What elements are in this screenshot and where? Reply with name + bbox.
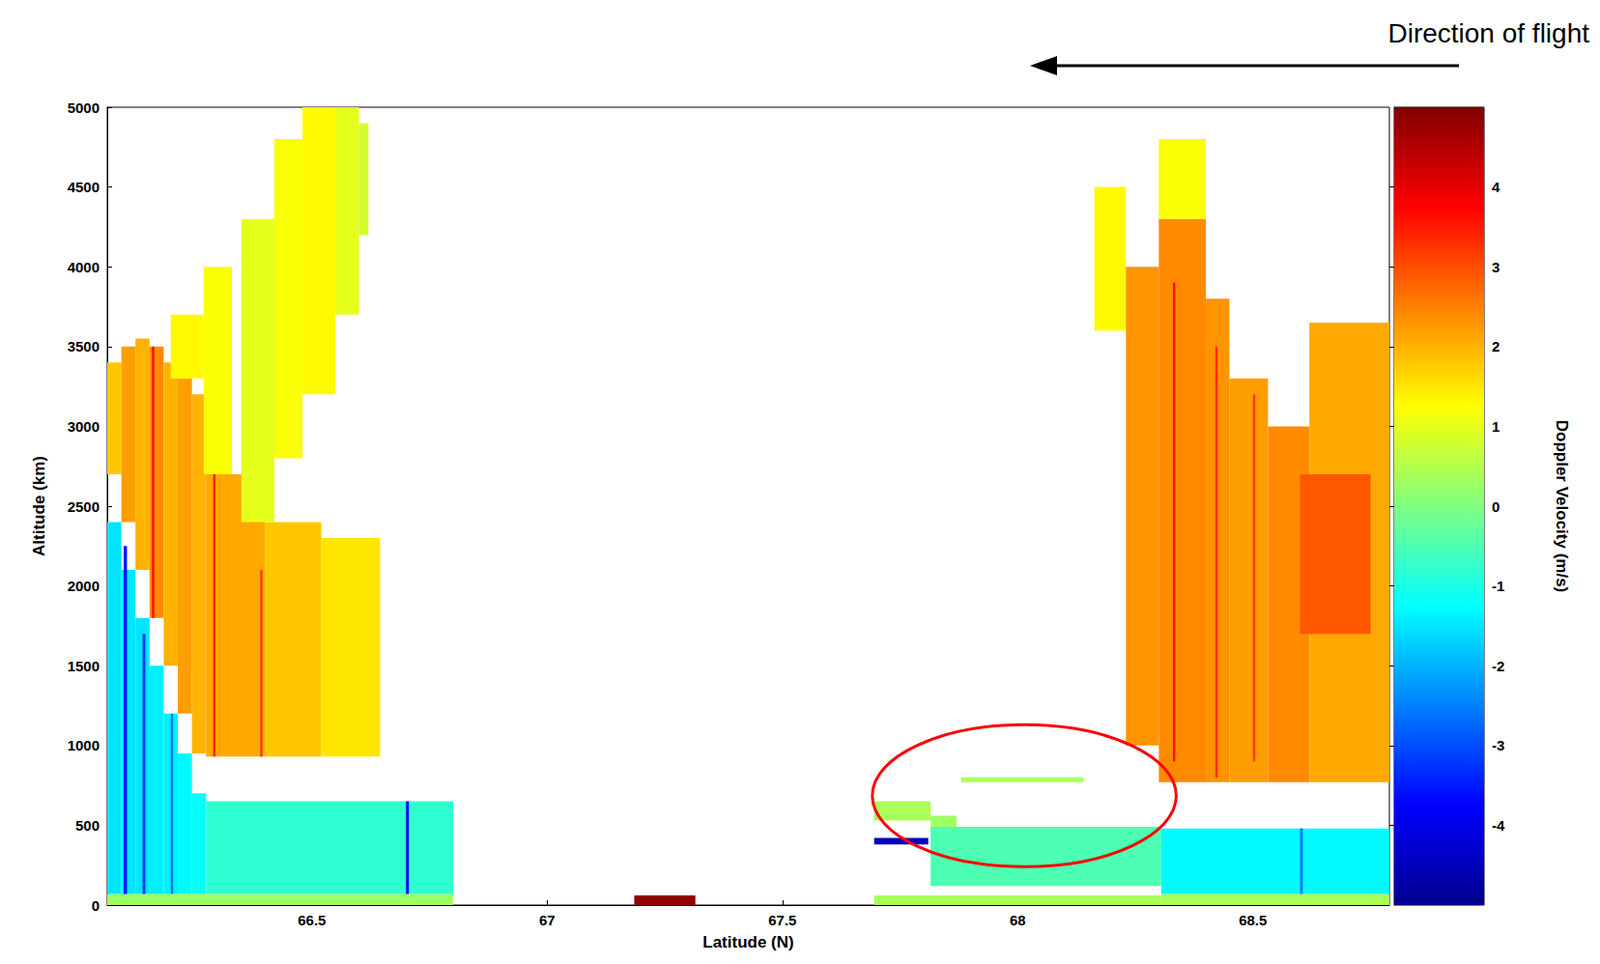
- svg-text:Latitude (N): Latitude (N): [702, 933, 794, 952]
- svg-text:Doppler Velocity (m/s): Doppler Velocity (m/s): [1552, 420, 1572, 594]
- svg-text:0: 0: [91, 897, 100, 915]
- svg-text:1500: 1500: [67, 657, 100, 675]
- svg-text:-1: -1: [1491, 577, 1505, 595]
- svg-text:2: 2: [1491, 338, 1500, 355]
- svg-text:-4: -4: [1491, 817, 1506, 834]
- svg-text:500: 500: [75, 817, 100, 834]
- svg-text:3: 3: [1491, 258, 1500, 276]
- svg-text:4000: 4000: [67, 258, 100, 276]
- svg-text:4: 4: [1491, 178, 1501, 196]
- svg-text:4500: 4500: [67, 178, 100, 196]
- svg-text:66.5: 66.5: [297, 912, 326, 929]
- svg-text:68.5: 68.5: [1238, 912, 1267, 929]
- svg-text:3000: 3000: [67, 418, 100, 435]
- svg-text:-3: -3: [1491, 737, 1505, 754]
- svg-text:67: 67: [539, 912, 556, 929]
- svg-text:-2: -2: [1491, 657, 1505, 675]
- svg-text:Altitude (km): Altitude (km): [29, 456, 49, 557]
- svg-text:5000: 5000: [67, 99, 100, 116]
- svg-text:67.5: 67.5: [768, 912, 797, 929]
- svg-text:1000: 1000: [67, 737, 100, 754]
- svg-text:2500: 2500: [67, 498, 100, 515]
- svg-text:1: 1: [1491, 418, 1500, 435]
- svg-text:0: 0: [1491, 498, 1500, 515]
- svg-text:Direction of flight: Direction of flight: [1387, 18, 1590, 49]
- svg-text:3500: 3500: [67, 338, 100, 355]
- svg-text:68: 68: [1009, 912, 1027, 929]
- svg-text:2000: 2000: [67, 577, 100, 595]
